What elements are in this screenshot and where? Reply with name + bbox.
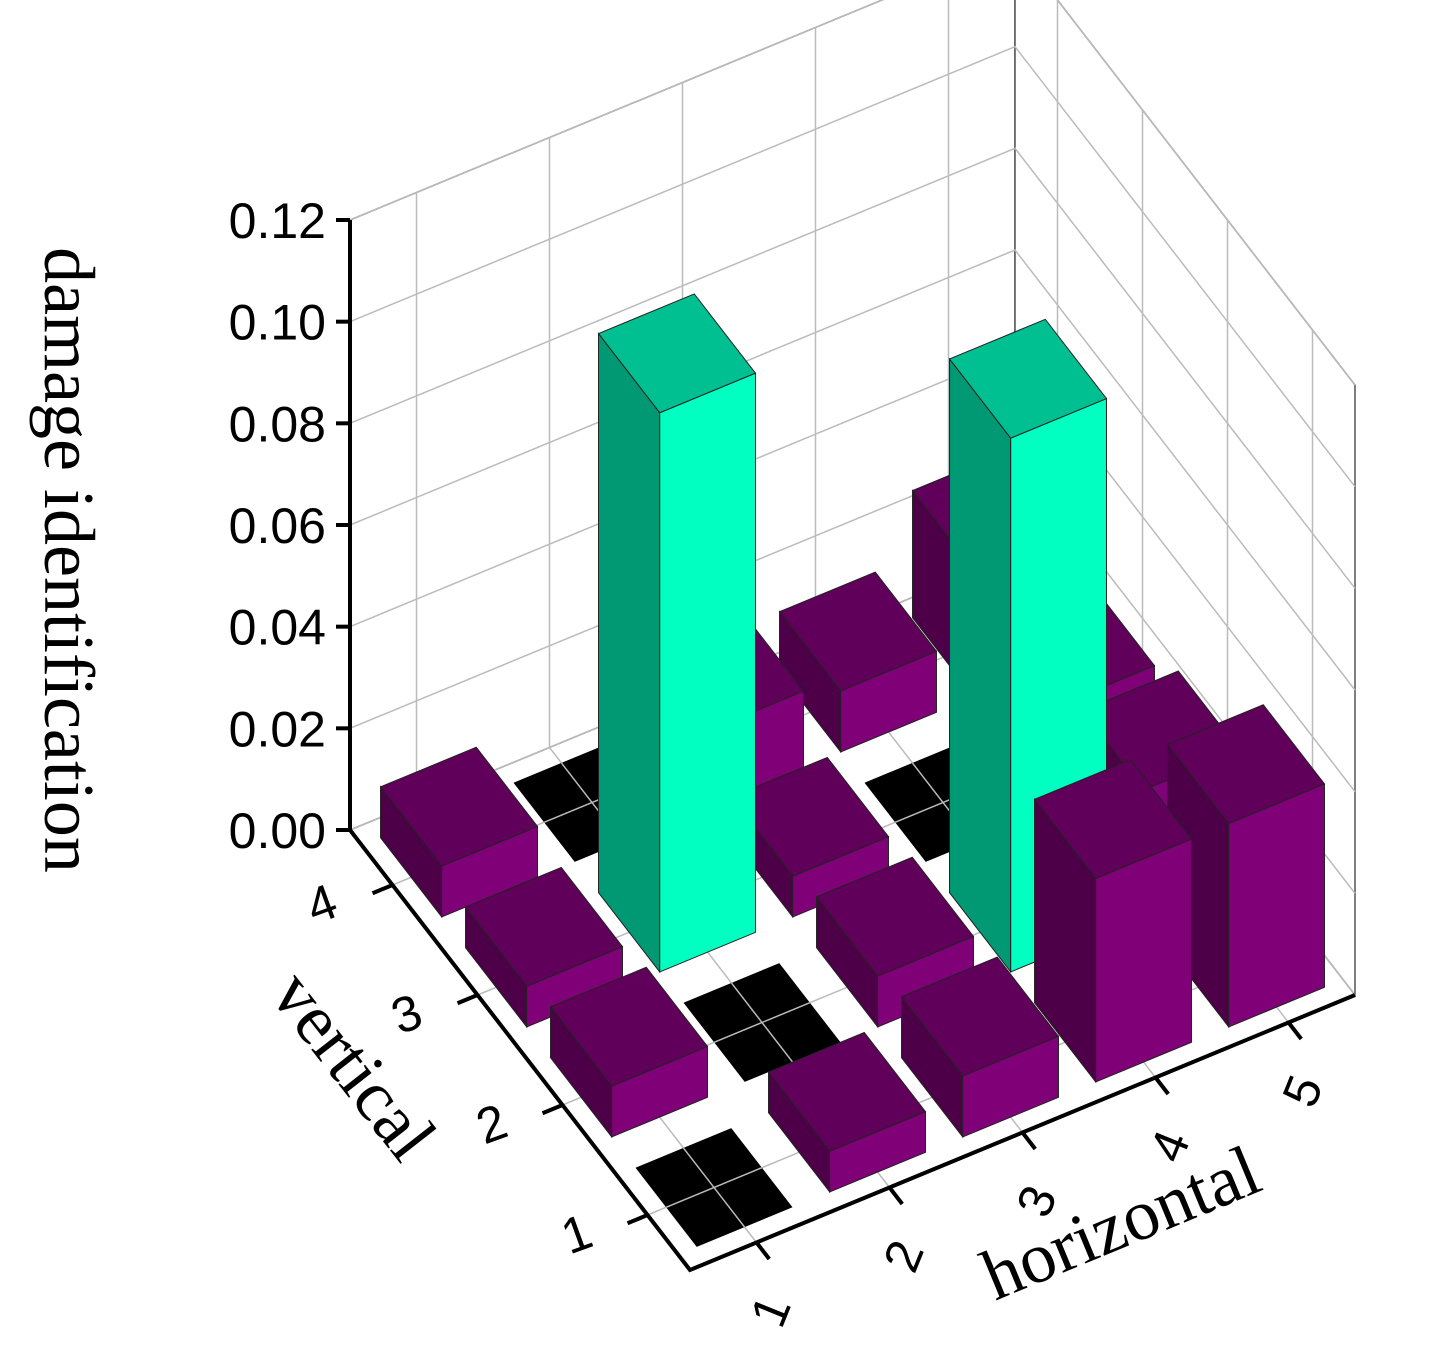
bar-front bbox=[659, 372, 756, 973]
grid-line bbox=[349, 45, 1356, 488]
bar bbox=[778, 571, 938, 754]
bar bbox=[1033, 759, 1193, 1084]
bar-side bbox=[598, 332, 661, 974]
y-tick bbox=[541, 1103, 564, 1116]
bar bbox=[683, 963, 841, 1082]
bar-top bbox=[1166, 704, 1326, 825]
y-tick-label: 2 bbox=[469, 1093, 514, 1155]
bar bbox=[635, 1128, 793, 1247]
x-tick-label: 2 bbox=[873, 1233, 935, 1280]
bar bbox=[379, 746, 539, 919]
z-axis-title: damage identification bbox=[29, 247, 109, 873]
x-tick bbox=[1020, 1131, 1037, 1151]
z-tick-label: 0.12 bbox=[229, 193, 326, 249]
z-tick-label: 0.02 bbox=[229, 701, 326, 757]
x-tick-label: 1 bbox=[740, 1288, 802, 1335]
bar-side bbox=[949, 357, 1012, 974]
x-axis-title: horizontal bbox=[971, 1130, 1271, 1316]
axis-line bbox=[348, 828, 1356, 1273]
bar-top bbox=[597, 293, 757, 414]
bar-top bbox=[900, 956, 1060, 1077]
y-tick-label: 4 bbox=[299, 873, 344, 935]
grid-line bbox=[349, 147, 1356, 589]
bar bbox=[767, 1031, 927, 1194]
z-tick-label: 0.04 bbox=[229, 600, 326, 656]
z-tick-label: 0.08 bbox=[229, 396, 326, 452]
grid-line bbox=[349, 0, 1356, 386]
bar-front bbox=[1095, 838, 1192, 1083]
x-tick bbox=[1286, 1021, 1303, 1041]
bar bbox=[1166, 704, 1326, 1029]
bar bbox=[597, 293, 757, 974]
bar-top bbox=[464, 866, 624, 987]
bar bbox=[549, 966, 709, 1139]
grid-line bbox=[665, 1167, 763, 1208]
y-tick bbox=[456, 993, 479, 1006]
bar-top bbox=[379, 746, 539, 867]
x-tick bbox=[754, 1241, 771, 1261]
grid-line bbox=[349, 249, 1356, 691]
y-tick-label: 3 bbox=[384, 983, 429, 1045]
bar-top bbox=[948, 318, 1108, 439]
bar bbox=[900, 956, 1060, 1139]
bar-top bbox=[815, 856, 975, 977]
bar-top bbox=[778, 571, 938, 692]
grid-line bbox=[713, 1002, 811, 1043]
x-tick bbox=[887, 1186, 904, 1206]
x-tick bbox=[1153, 1076, 1170, 1096]
bar-top bbox=[549, 966, 709, 1087]
y-tick-label: 1 bbox=[554, 1203, 599, 1265]
bar-top bbox=[767, 1031, 927, 1152]
y-tick bbox=[626, 1213, 649, 1226]
bar-top bbox=[1033, 759, 1193, 880]
y-axis-title: vertical bbox=[256, 956, 452, 1175]
z-tick-label: 0.00 bbox=[229, 803, 326, 859]
z-tick-label: 0.06 bbox=[229, 498, 326, 554]
z-tick-label: 0.10 bbox=[229, 295, 326, 351]
bar-front bbox=[1228, 783, 1325, 1028]
y-tick bbox=[371, 883, 394, 896]
x-tick-label: 5 bbox=[1272, 1068, 1334, 1115]
